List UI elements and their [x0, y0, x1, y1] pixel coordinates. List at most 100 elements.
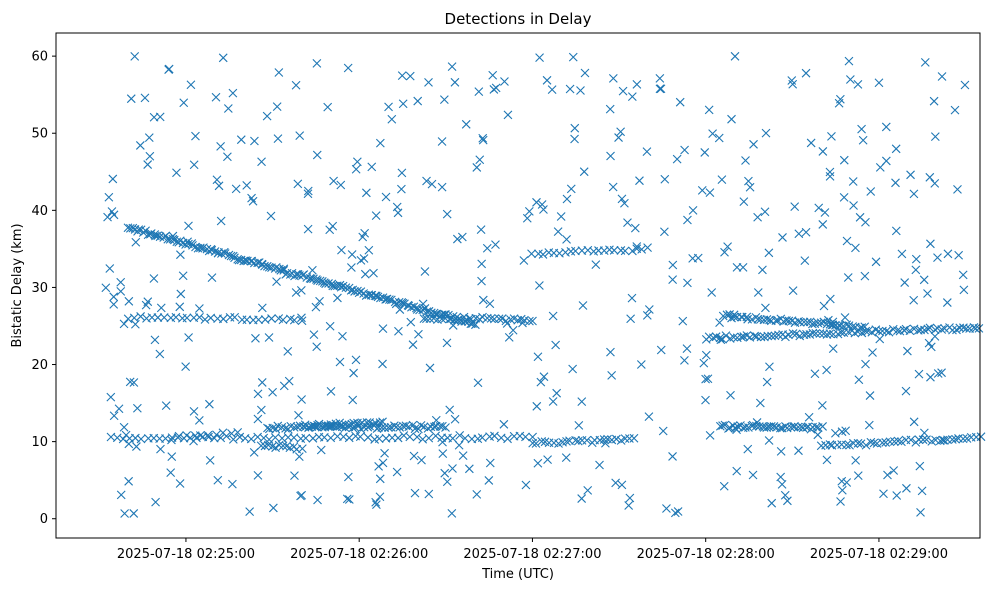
data-point: [574, 421, 584, 430]
x-tick-label: 2025-07-18 02:28:00: [637, 547, 775, 562]
data-point: [532, 197, 541, 207]
data-point: [312, 150, 322, 160]
data-point: [515, 431, 525, 441]
data-point: [707, 288, 717, 297]
data-point: [189, 160, 199, 170]
data-point: [877, 438, 887, 448]
data-point: [246, 434, 256, 444]
data-point: [344, 495, 354, 504]
data-point: [892, 491, 902, 500]
data-point: [477, 259, 487, 269]
data-point: [447, 62, 457, 72]
data-point: [401, 421, 411, 431]
data-point: [253, 414, 263, 424]
data-point: [891, 226, 901, 236]
data-point: [760, 332, 769, 342]
data-point: [256, 441, 266, 451]
data-point: [577, 397, 587, 407]
data-point: [176, 250, 185, 260]
data-point: [828, 317, 838, 327]
data-point: [326, 433, 336, 443]
data-point: [623, 218, 632, 228]
data-point: [178, 271, 188, 281]
data-point: [775, 423, 785, 433]
data-point: [142, 314, 151, 323]
data-point: [284, 376, 294, 386]
data-point: [424, 306, 434, 316]
data-point: [570, 134, 579, 144]
data-point: [273, 134, 283, 143]
data-point: [300, 420, 310, 430]
data-point: [744, 176, 753, 186]
data-point: [239, 256, 249, 266]
data-point: [708, 333, 718, 343]
data-point: [326, 386, 336, 396]
data-point: [268, 387, 277, 397]
data-point: [953, 185, 962, 194]
data-point: [150, 335, 160, 345]
data-point: [948, 325, 957, 335]
data-point: [417, 455, 426, 465]
data-point: [362, 418, 372, 427]
data-point: [253, 389, 263, 399]
data-point: [315, 296, 324, 306]
data-point: [266, 211, 276, 221]
data-point: [214, 181, 224, 191]
data-point: [901, 386, 911, 396]
data-point: [701, 374, 710, 384]
data-point: [825, 172, 835, 181]
data-point: [303, 186, 313, 196]
data-point: [176, 289, 186, 299]
data-point: [522, 213, 532, 223]
data-point: [763, 331, 773, 341]
data-point: [297, 444, 307, 454]
data-point: [961, 324, 971, 334]
data-point: [842, 478, 852, 487]
data-point: [802, 317, 812, 327]
data-point: [825, 167, 835, 177]
data-point: [175, 479, 185, 488]
data-point: [256, 405, 266, 415]
data-point: [175, 302, 185, 312]
data-point: [356, 255, 366, 265]
data-point: [680, 356, 689, 365]
data-point: [548, 311, 558, 321]
data-point: [528, 316, 537, 326]
data-point: [296, 491, 305, 501]
data-point: [848, 322, 858, 331]
data-point: [344, 433, 354, 443]
data-point: [762, 377, 772, 387]
data-point: [267, 314, 276, 323]
data-point: [174, 431, 184, 441]
data-point: [291, 80, 301, 90]
data-point: [503, 434, 512, 444]
data-point: [371, 497, 381, 507]
data-point: [916, 508, 925, 517]
y-tick-label: 40: [31, 204, 48, 219]
data-point: [262, 111, 272, 121]
data-point: [488, 70, 498, 80]
data-point: [715, 333, 725, 343]
data-point: [857, 323, 867, 332]
data-point: [625, 493, 635, 503]
data-point: [416, 420, 426, 430]
data-point: [553, 227, 563, 236]
data-point: [484, 476, 494, 485]
data-point: [205, 399, 214, 409]
data-point: [926, 239, 935, 249]
data-point: [755, 398, 765, 408]
data-point: [490, 431, 499, 441]
data-point: [108, 174, 118, 184]
data-point: [442, 209, 452, 219]
data-point: [937, 325, 947, 334]
data-point: [606, 151, 615, 161]
data-point: [242, 180, 252, 190]
data-point: [688, 254, 698, 263]
data-point: [472, 163, 482, 172]
data-point: [216, 216, 226, 226]
data-point: [395, 305, 405, 314]
data-point: [607, 371, 617, 380]
data-point: [672, 154, 682, 164]
data-point: [109, 300, 119, 309]
